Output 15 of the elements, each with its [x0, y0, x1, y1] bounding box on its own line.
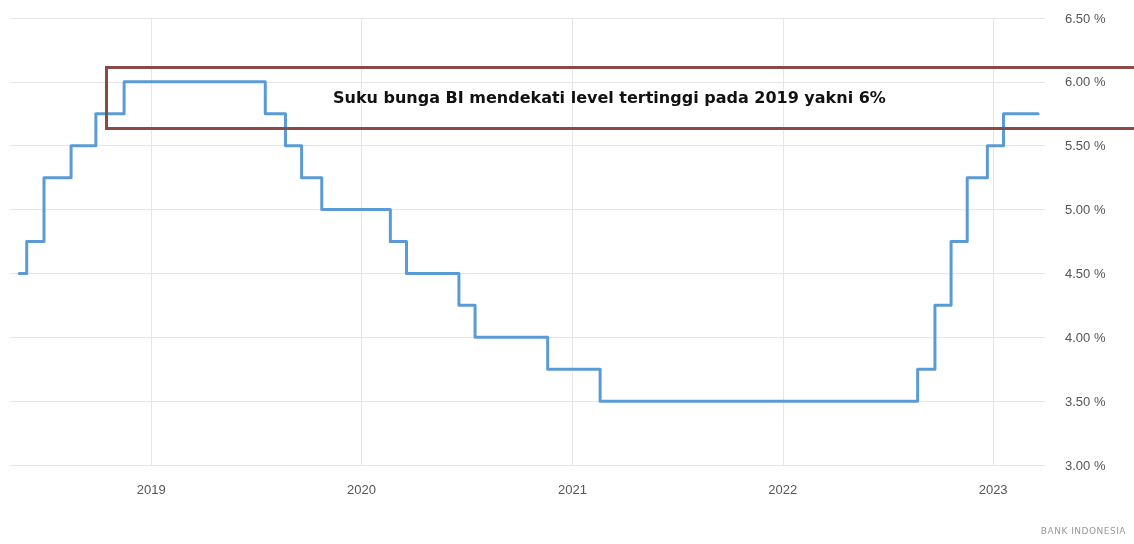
x-tick-label: 2022 — [768, 482, 798, 497]
x-tick-label: 2020 — [347, 482, 376, 497]
y-tick-label: 4.00 % — [1065, 329, 1106, 345]
x-tick-label: 2023 — [978, 482, 1008, 497]
x-tick-label: 2021 — [557, 482, 587, 497]
y-tick-label: 6.00 % — [1065, 74, 1106, 90]
y-tick-label: 3.50 % — [1065, 393, 1106, 409]
x-tick-label: 2019 — [136, 482, 166, 497]
y-tick-label: 6.50 % — [1065, 10, 1106, 26]
text: BANK INDONESIA — [1040, 526, 1126, 536]
y-tick-label: 3.00 % — [1065, 457, 1106, 473]
y-tick-label: 5.00 % — [1065, 202, 1106, 218]
annotation: Suku bunga BI mendekati level tertinggi pada 2019 yakni 6% — [333, 88, 886, 107]
y-tick-label: 5.50 % — [1065, 138, 1106, 154]
y-tick-label: 4.50 % — [1065, 265, 1106, 281]
